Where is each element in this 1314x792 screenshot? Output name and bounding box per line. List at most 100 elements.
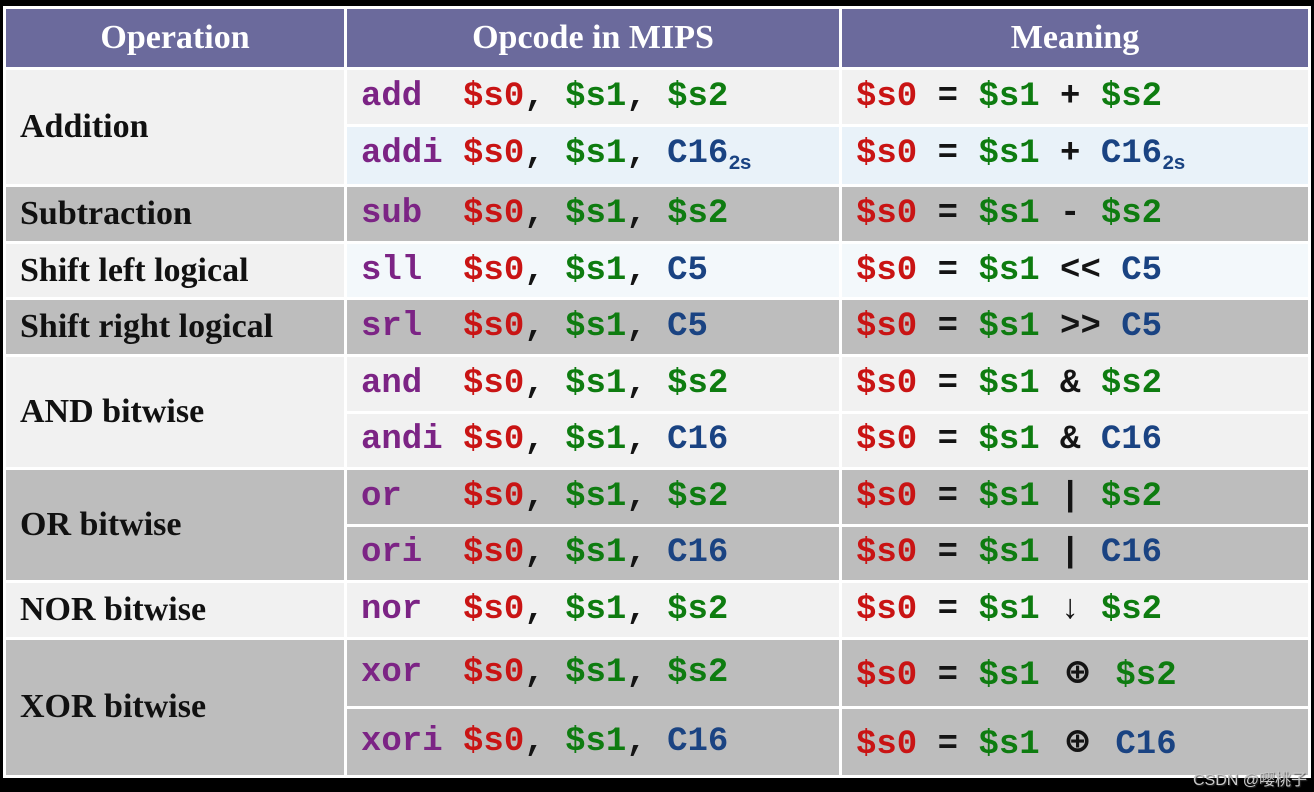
- opcode-token: nor: [361, 590, 464, 629]
- code-token: =: [917, 364, 979, 403]
- table-row: AND bitwise and $s0, $s1, $s2 $s0 = $s1 & …: [6, 356, 1308, 468]
- code-token: $s0: [463, 590, 525, 629]
- table-row: NOR bitwise nor $s0, $s1, $s2 $s0 = $s1 ↓ …: [6, 583, 1308, 637]
- code-token: =: [917, 726, 979, 765]
- code-token: &: [1039, 421, 1101, 460]
- code-token: ,: [524, 534, 566, 573]
- code-token: $s1: [978, 726, 1040, 765]
- code-token: =: [917, 534, 979, 573]
- code-token: C5: [1121, 308, 1163, 347]
- code-token: $s1: [978, 421, 1040, 460]
- meaning-cell: $s0 = $s1 + $s2: [842, 70, 1308, 124]
- code-token: $s2: [667, 364, 729, 403]
- code-token: +: [1039, 134, 1101, 173]
- code-token: $s0: [463, 251, 525, 290]
- code-token: ,: [524, 722, 566, 761]
- operation-cell: XOR bitwise: [6, 639, 344, 775]
- code-token: ,: [626, 77, 668, 116]
- watermark: CSDN @嘤桃子: [1192, 772, 1307, 789]
- code-token: C5: [667, 308, 708, 347]
- code-token: $s2: [1115, 657, 1177, 696]
- opcode-token: and: [361, 364, 464, 403]
- code-token: ,: [626, 195, 668, 234]
- code-token: [1040, 657, 1060, 695]
- code-token: $s0: [463, 421, 525, 460]
- code-token: C16: [667, 421, 729, 460]
- meaning-cell: $s0 = $s1 + C162s: [842, 126, 1308, 185]
- code-token: $s0: [463, 722, 525, 761]
- code-token: $s0: [856, 726, 918, 765]
- code-token: $s1: [978, 77, 1040, 116]
- opcode-token: andi: [361, 421, 464, 460]
- code-token: $s1: [565, 134, 627, 173]
- table-row: XOR bitwise xor $s0, $s1, $s2 $s0 = $s1 ⊕ …: [6, 639, 1308, 775]
- code-token: $s2: [667, 195, 729, 234]
- code-token: $s0: [856, 134, 918, 173]
- code-token: ,: [524, 308, 566, 347]
- code-token: $s1: [565, 421, 627, 460]
- operation-cell: Shift right logical: [6, 300, 344, 354]
- code-token: $s1: [978, 364, 1040, 403]
- opcode-cell: or $s0, $s1, $s2: [347, 470, 839, 524]
- code-token: $s2: [1100, 77, 1163, 116]
- code-token: ,: [524, 590, 566, 629]
- code-token: ,: [626, 421, 668, 460]
- code-token: $s0: [856, 477, 918, 516]
- table-body: Addition add $s0, $s1, $s2 $s0 = $s1 + $s2…: [6, 70, 1308, 775]
- code-token: $s1: [565, 722, 627, 761]
- table-row: Addition add $s0, $s1, $s2 $s0 = $s1 + $s2: [6, 70, 1308, 185]
- code-token: $s2: [667, 477, 729, 516]
- code-token: $s0: [463, 308, 525, 347]
- code-token: $s1: [565, 251, 627, 290]
- code-token: ,: [524, 134, 566, 173]
- code-token: $s1: [978, 590, 1040, 629]
- code-token: $s1: [565, 195, 627, 234]
- opcode-token: xor: [361, 653, 464, 692]
- code-token: $s1: [565, 590, 627, 629]
- table-row: ori $s0, $s1, C16 $s0 = $s1 | C16: [6, 526, 1308, 581]
- opcode-cell: ori $s0, $s1, C16: [347, 526, 839, 581]
- code-token: $s1: [565, 653, 627, 692]
- code-token: $s2: [1100, 477, 1163, 516]
- code-token: $s1: [565, 308, 627, 347]
- opcode-token: or: [361, 477, 464, 516]
- code-token: $s1: [565, 477, 627, 516]
- code-token: ,: [626, 364, 668, 403]
- code-token: $s1: [565, 364, 627, 403]
- code-token: $s0: [856, 308, 918, 347]
- meaning-cell: $s0 = $s1 & $s2: [842, 356, 1308, 411]
- code-token: -: [1039, 195, 1101, 234]
- meaning-cell: $s0 = $s1 ⊕ $s2: [842, 639, 1308, 706]
- code-token: $s1: [978, 477, 1040, 516]
- meaning-cell: $s0 = $s1 ⊕ C16: [842, 708, 1308, 775]
- code-token: ,: [626, 251, 668, 290]
- code-token: >>: [1039, 308, 1122, 347]
- operation-cell: OR bitwise: [6, 470, 344, 581]
- code-token: &: [1039, 364, 1101, 403]
- code-token: 2s: [728, 153, 752, 177]
- table-row: Subtraction sub $s0, $s1, $s2 $s0 = $s1 - …: [6, 187, 1308, 241]
- opcode-cell: sub $s0, $s1, $s2: [347, 187, 839, 241]
- code-token: C16: [1115, 726, 1177, 765]
- code-token: $s0: [856, 251, 918, 290]
- code-token: $s1: [565, 77, 627, 116]
- table-row: Shift left logical sll $s0, $s1, C5 $s0 = …: [6, 243, 1308, 298]
- code-token: $s2: [1100, 590, 1163, 629]
- code-token: $s1: [978, 134, 1040, 173]
- code-token: ,: [524, 364, 566, 403]
- opcode-token: ori: [361, 534, 464, 573]
- table-row: addi $s0, $s1, C162s $s0 = $s1 + C162s: [6, 126, 1308, 185]
- code-token: $s0: [463, 134, 525, 173]
- code-token: ,: [626, 653, 668, 692]
- code-token: ⊕: [1066, 722, 1089, 766]
- opcode-token: add: [361, 77, 464, 116]
- code-token: $s0: [856, 77, 918, 116]
- mips-instructions-table: Operation Opcode in MIPS Meaning Additio…: [3, 6, 1311, 778]
- code-token: ,: [524, 421, 566, 460]
- code-token: $s2: [667, 653, 729, 692]
- header-row: Operation Opcode in MIPS Meaning: [6, 9, 1308, 67]
- meaning-cell: $s0 = $s1 << C5: [842, 243, 1308, 298]
- opcode-cell: xor $s0, $s1, $s2: [347, 639, 839, 706]
- code-token: $s1: [978, 308, 1040, 347]
